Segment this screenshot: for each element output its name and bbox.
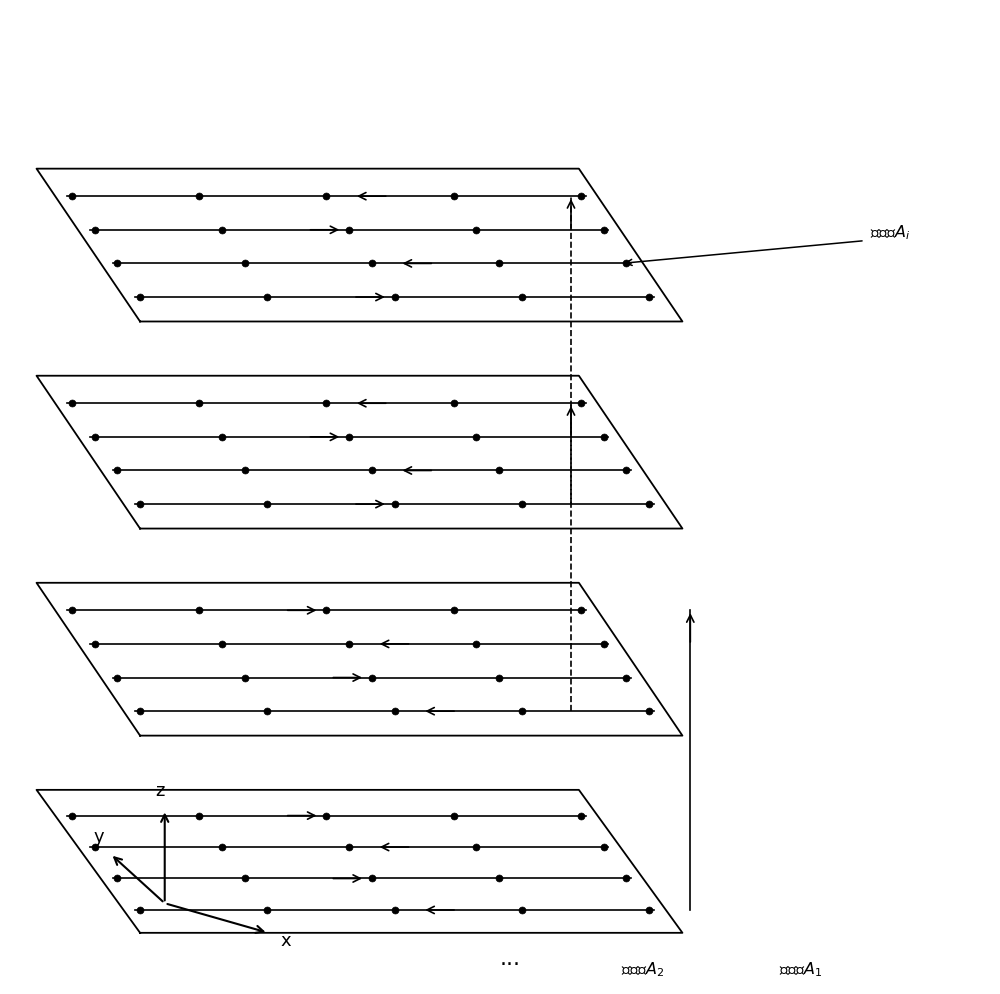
Text: x: x: [280, 931, 291, 949]
Text: 待测点$A_1$: 待测点$A_1$: [779, 960, 822, 979]
Text: y: y: [93, 828, 104, 846]
Text: ···: ···: [499, 955, 520, 975]
Text: z: z: [155, 781, 164, 800]
Text: 待测点$A_i$: 待测点$A_i$: [870, 224, 910, 243]
Text: 待测点$A_2$: 待测点$A_2$: [621, 960, 665, 979]
